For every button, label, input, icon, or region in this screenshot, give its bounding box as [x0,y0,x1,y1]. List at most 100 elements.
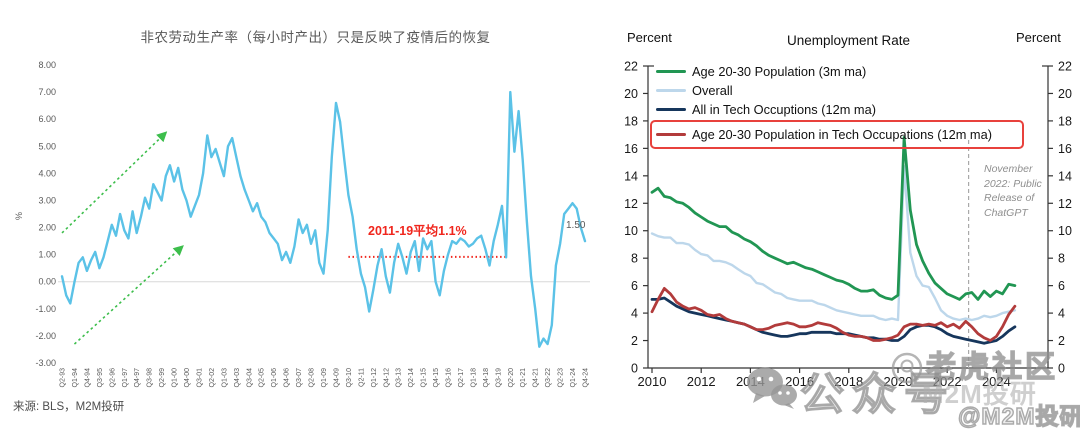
svg-text:12: 12 [624,197,638,211]
svg-text:2014: 2014 [736,374,765,389]
svg-text:Q4-00: Q4-00 [184,368,191,388]
svg-text:1.00: 1.00 [38,250,56,260]
green-line-swatch-icon [656,69,686,74]
svg-text:Q1-24: Q1-24 [570,368,577,388]
svg-text:4.00: 4.00 [38,168,56,178]
svg-text:Q3-07: Q3-07 [296,368,303,388]
chatgpt-release-annotation: November 2022: Public Release of ChatGPT [984,163,1042,220]
svg-text:20: 20 [624,87,638,101]
svg-text:8.00: 8.00 [38,60,56,70]
svg-text:Q4-97: Q4-97 [134,368,141,388]
svg-text:10: 10 [1058,224,1072,238]
svg-text:Q3-22: Q3-22 [545,368,552,388]
svg-text:Q3-98: Q3-98 [147,368,154,388]
svg-text:Q2-08: Q2-08 [309,368,316,388]
svg-text:2018: 2018 [834,374,863,389]
svg-text:Q4-06: Q4-06 [284,368,291,388]
lightblue-line-swatch-icon [656,89,686,92]
svg-text:6.00: 6.00 [38,114,56,124]
svg-text:16: 16 [624,142,638,156]
svg-text:Q1-15: Q1-15 [421,368,428,388]
legend-item-age-20-30-tech: Age 20-30 Population in Tech Occupations… [656,125,992,144]
svg-text:2020: 2020 [884,374,913,389]
svg-text:Q1-00: Q1-00 [172,368,179,388]
svg-text:Q1-94: Q1-94 [72,368,79,388]
chart-legend: Age 20-30 Population (3m ma) Overall All… [650,62,1024,149]
percent-axis-label-right: Percent [1016,30,1061,45]
legend-item-age-20-30: Age 20-30 Population (3m ma) [656,62,1024,81]
svg-text:3.00: 3.00 [38,195,56,205]
red-line-swatch-icon [656,132,686,137]
svg-text:Q3-13: Q3-13 [396,368,403,388]
svg-text:12: 12 [1058,197,1072,211]
svg-text:Q4-18: Q4-18 [483,368,490,388]
svg-text:Q4-24: Q4-24 [583,368,590,388]
svg-text:2.00: 2.00 [38,223,56,233]
svg-text:Q2-96: Q2-96 [109,368,116,388]
svg-text:2016: 2016 [785,374,814,389]
svg-text:20: 20 [1058,87,1072,101]
svg-text:8: 8 [1058,252,1065,266]
svg-text:Q4-09: Q4-09 [333,368,340,388]
productivity-chart-title: 非农劳动生产率（每小时产出）只是反映了疫情后的恢复 [140,30,491,45]
svg-text:2: 2 [631,334,638,348]
svg-text:6: 6 [631,279,638,293]
legend-label: Age 20-30 Population in Tech Occupations… [692,127,992,142]
unemployment-chart-title: Unemployment Rate [786,33,911,48]
svg-text:Q4-94: Q4-94 [84,368,91,388]
svg-text:Q4-03: Q4-03 [234,368,241,388]
svg-text:Q3-01: Q3-01 [196,368,203,388]
legend-item-all-tech: All in Tech Occuptions (12m ma) [656,100,1024,119]
svg-text:Q4-21: Q4-21 [533,368,540,388]
svg-text:Q3-95: Q3-95 [97,368,104,388]
svg-text:Q2-93: Q2-93 [60,368,67,388]
svg-text:Q2-02: Q2-02 [209,368,216,388]
last-value-label: 1.50 [566,220,586,231]
svg-text:0: 0 [631,362,638,376]
svg-text:2: 2 [1058,334,1065,348]
svg-text:0.00: 0.00 [38,277,56,287]
svg-text:Q3-10: Q3-10 [346,368,353,388]
svg-text:Q3-16: Q3-16 [446,368,453,388]
legend-label: Age 20-30 Population (3m ma) [692,64,867,79]
svg-text:Q1-12: Q1-12 [371,368,378,388]
svg-text:14: 14 [1058,169,1072,183]
svg-text:2024: 2024 [982,374,1011,389]
source-note: 来源: BLS，M2M投研 [13,401,125,413]
svg-text:18: 18 [1058,114,1072,128]
svg-text:Q1-06: Q1-06 [271,368,278,388]
svg-text:Q1-03: Q1-03 [221,368,228,388]
svg-text:Q2-99: Q2-99 [159,368,166,388]
legend-label: All in Tech Occuptions (12m ma) [692,102,876,117]
svg-text:Q1-18: Q1-18 [470,368,477,388]
svg-text:4: 4 [631,307,638,321]
svg-text:Q3-19: Q3-19 [495,368,502,388]
svg-text:2010: 2010 [638,374,667,389]
navy-line-swatch-icon [656,107,686,112]
svg-text:2022: 2022 [933,374,962,389]
svg-text:Q1-21: Q1-21 [520,368,527,388]
svg-text:%: % [14,212,24,220]
average-annotation-label: 2011-19平均1.1% [368,224,467,238]
svg-text:Q4-12: Q4-12 [383,368,390,388]
svg-text:18: 18 [624,114,638,128]
legend-highlight-box: Age 20-30 Population in Tech Occupations… [650,120,1024,149]
svg-text:Q2-14: Q2-14 [408,368,415,388]
percent-axis-label-left: Percent [627,30,672,45]
svg-text:Q2-20: Q2-20 [508,368,515,388]
svg-text:7.00: 7.00 [38,87,56,97]
svg-text:Q2-23: Q2-23 [558,368,565,388]
svg-text:Q4-15: Q4-15 [433,368,440,388]
svg-text:2012: 2012 [687,374,716,389]
svg-text:-2.00: -2.00 [35,331,56,341]
svg-text:0: 0 [1058,362,1065,376]
legend-label: Overall [692,83,733,98]
svg-text:14: 14 [624,169,638,183]
svg-text:Q3-04: Q3-04 [246,368,253,388]
svg-text:Q1-97: Q1-97 [122,368,129,388]
svg-text:16: 16 [1058,142,1072,156]
svg-text:6: 6 [1058,279,1065,293]
svg-text:4: 4 [1058,307,1065,321]
